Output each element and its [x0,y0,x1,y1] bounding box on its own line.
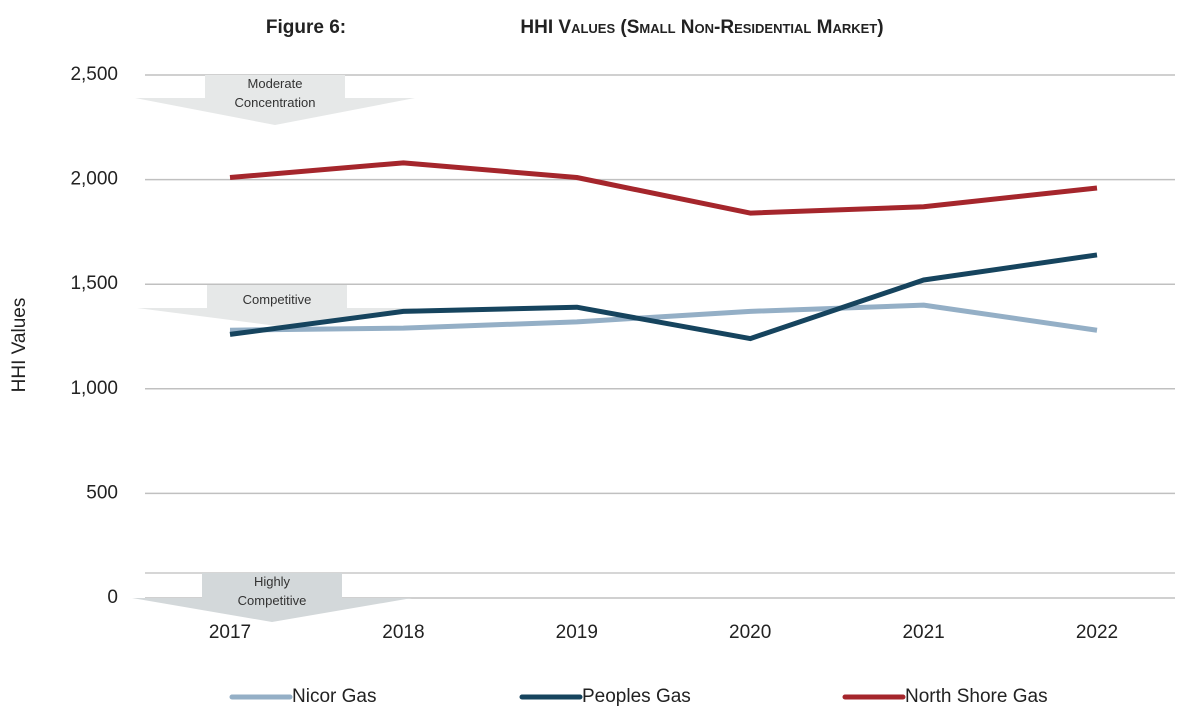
series-line [229,160,1098,216]
series-line [229,302,1098,333]
annotation: Competitive [242,292,312,307]
x-tick-label: 2021 [902,622,944,643]
annotation: Highly Competitive [237,574,307,608]
x-tick-label: 2022 [1076,622,1118,643]
annotation-arrow [132,573,412,622]
legend-label: North Shore Gas [905,686,1048,707]
legend-label: Peoples Gas [582,686,691,707]
y-tick-label: 1,500 [70,273,118,294]
y-tick-label: 1,000 [70,378,118,399]
x-tick-label: 2019 [556,622,598,643]
x-tick-label: 2018 [382,622,424,643]
x-tick-label: 2017 [209,622,251,643]
legend-label: Nicor Gas [292,686,376,707]
annotation: Moderate Concentration [234,76,316,110]
y-axis-label: HHI Values [9,298,30,393]
annotation-arrow [135,75,415,125]
y-tick-label: 2,500 [70,64,118,85]
x-tick-label: 2020 [729,622,771,643]
y-tick-label: 0 [107,587,118,608]
annotation-arrow [137,285,417,326]
y-tick-label: 500 [86,482,118,503]
figure-label: Figure 6: [266,17,346,38]
chart-title: HHI Values (Small Non-Residential Market… [520,17,883,38]
y-tick-label: 2,000 [70,169,118,190]
series-line [229,252,1098,342]
